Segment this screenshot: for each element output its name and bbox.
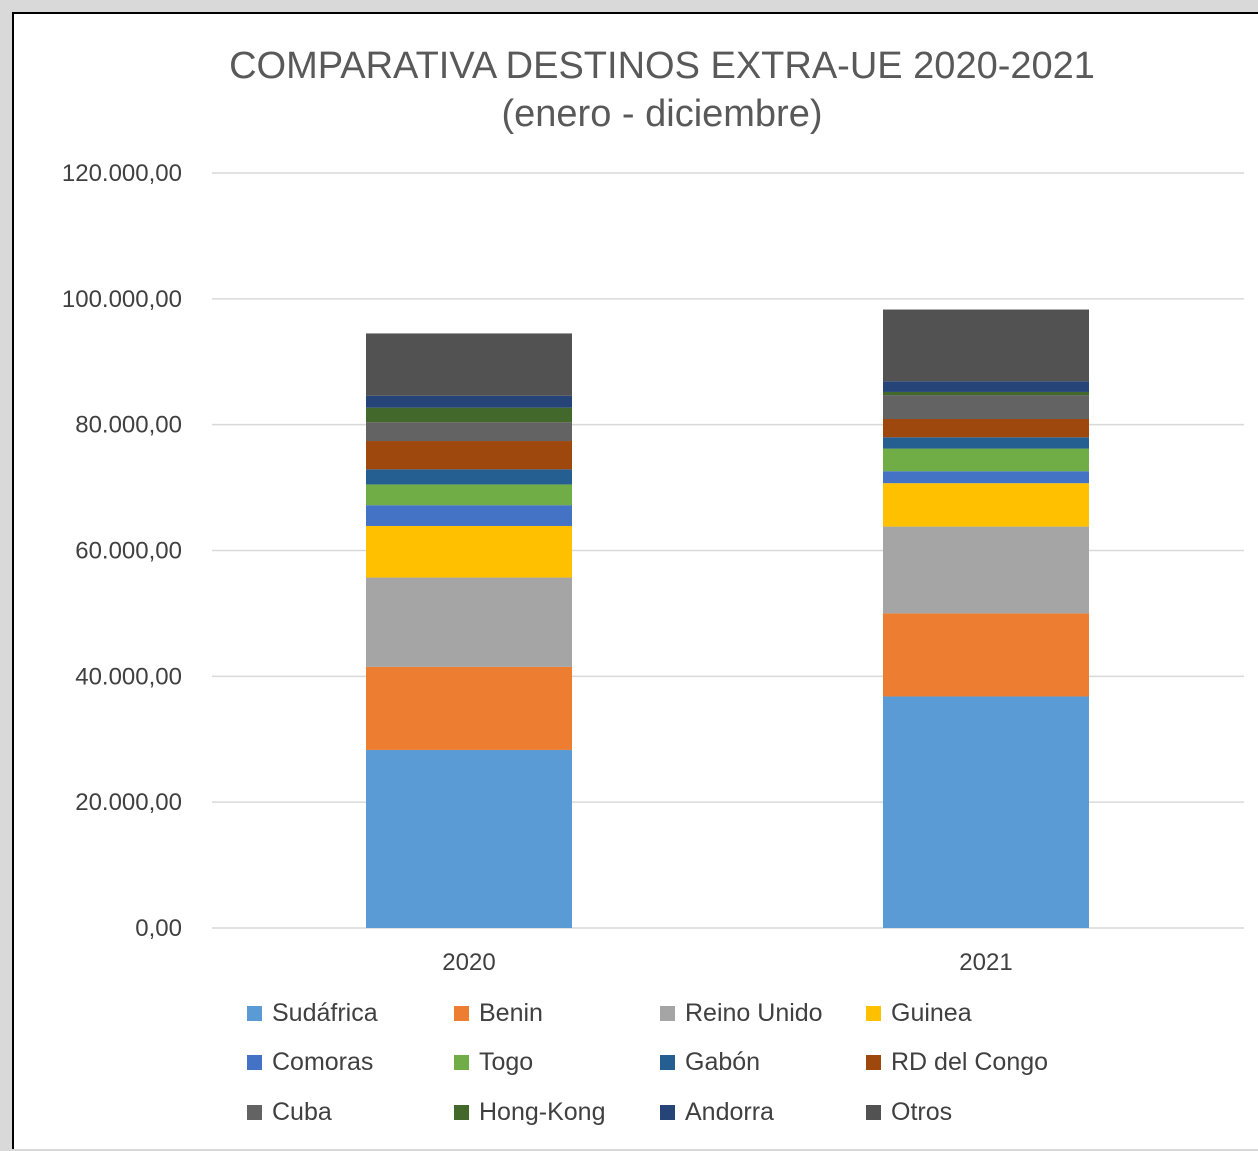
bar-segment-2020-1 <box>366 749 572 928</box>
bar-segment-2020-11 <box>366 395 572 408</box>
x-tick-label: 2021 <box>959 949 1012 976</box>
chart-frame: COMPARATIVA DESTINOS EXTRA-UE 2020-2021 … <box>12 12 1258 1149</box>
bar-segment-2020-7 <box>366 469 572 485</box>
y-tick-label: 80.000,00 <box>75 412 182 439</box>
legend-swatch <box>247 1006 262 1021</box>
axis-layer: 0,00 20.000,00 40.000,00 60.000,00 80.000,00… <box>62 160 1013 976</box>
bar-segment-2021-2 <box>883 613 1089 697</box>
y-tick-label: 60.000,00 <box>75 538 182 565</box>
chart-svg: COMPARATIVA DESTINOS EXTRA-UE 2020-2021 … <box>62 45 1244 1126</box>
legend-label: Gabón <box>685 1048 760 1076</box>
chart-subtitle: (enero - diciembre) <box>502 93 823 135</box>
legend-swatch <box>660 1055 675 1070</box>
bar-segment-2020-5 <box>366 505 572 526</box>
legend-label: Otros <box>891 1098 952 1126</box>
y-tick-label: 100.000,00 <box>62 286 182 313</box>
legend-swatch <box>454 1105 469 1120</box>
legend-label: Guinea <box>891 999 972 1027</box>
bar-segment-2021-7 <box>883 437 1089 449</box>
legend-label: Andorra <box>685 1098 774 1126</box>
bar-segment-2020-6 <box>366 484 572 506</box>
bar-segment-2021-10 <box>883 391 1089 396</box>
legend-swatch <box>866 1055 881 1070</box>
y-tick-label: 0,00 <box>135 915 182 942</box>
y-tick-label: 120.000,00 <box>62 160 182 187</box>
legend-label: Reino Unido <box>685 999 823 1027</box>
legend-label: Hong-Kong <box>479 1098 605 1126</box>
legend-swatch <box>866 1105 881 1120</box>
bar-segment-2020-12 <box>366 333 572 396</box>
y-tick-label: 40.000,00 <box>75 663 182 690</box>
bar-segment-2020-8 <box>366 441 572 470</box>
legend-label: Benin <box>479 999 543 1027</box>
legend-swatch <box>247 1105 262 1120</box>
legend-swatch <box>454 1006 469 1021</box>
bar-segment-2020-9 <box>366 422 572 442</box>
x-tick-label: 2020 <box>442 949 495 976</box>
legend-label: Sudáfrica <box>272 999 378 1027</box>
bar-segment-2021-1 <box>883 696 1089 928</box>
bar-segment-2021-3 <box>883 526 1089 614</box>
legend-swatch <box>866 1006 881 1021</box>
bar-segment-2021-8 <box>883 419 1089 438</box>
legend-label: Togo <box>479 1048 533 1076</box>
bar-segment-2020-2 <box>366 666 572 750</box>
legend-swatch <box>454 1055 469 1070</box>
bar-segment-2020-3 <box>366 577 572 667</box>
legend-layer: Sudáfrica Benin Reino Unido Guinea Comoras To… <box>247 999 1048 1126</box>
bar-layer <box>366 309 1089 928</box>
chart-title: COMPARATIVA DESTINOS EXTRA-UE 2020-2021 <box>229 45 1095 87</box>
bar-segment-2021-9 <box>883 395 1089 420</box>
legend-swatch <box>660 1105 675 1120</box>
bar-segment-2021-12 <box>883 309 1089 382</box>
legend-label: Cuba <box>272 1098 332 1126</box>
bar-segment-2021-11 <box>883 381 1089 392</box>
bar-segment-2020-4 <box>366 525 572 578</box>
bar-segment-2021-5 <box>883 471 1089 484</box>
bar-segment-2021-4 <box>883 483 1089 527</box>
legend-swatch <box>247 1055 262 1070</box>
legend-label: Comoras <box>272 1048 373 1076</box>
y-tick-label: 20.000,00 <box>75 789 182 816</box>
legend-swatch <box>660 1006 675 1021</box>
bar-segment-2021-6 <box>883 448 1089 472</box>
bar-segment-2020-10 <box>366 407 572 423</box>
legend-label: RD del Congo <box>891 1048 1048 1076</box>
